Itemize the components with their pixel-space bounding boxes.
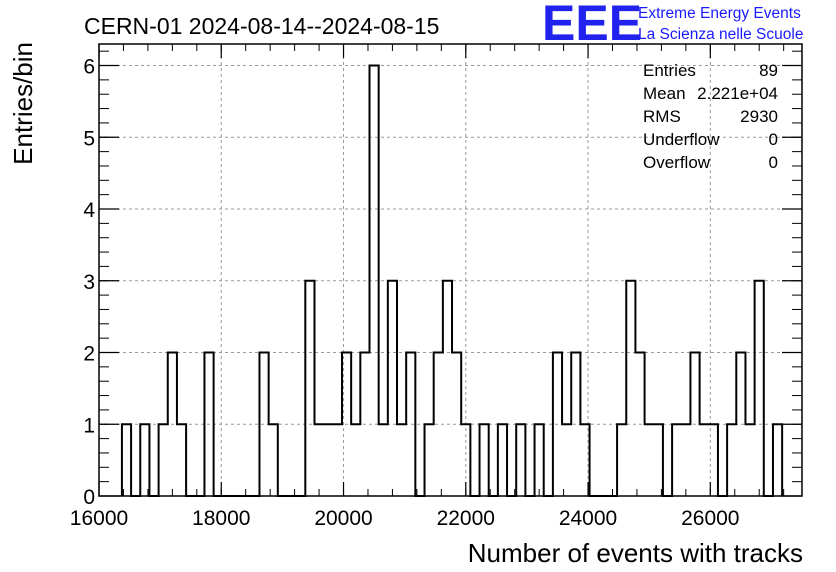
y-tick-label: 5 [83,127,95,150]
chart-title: CERN-01 2024-08-14--2024-08-15 [84,13,439,39]
y-tick-label: 2 [83,343,95,366]
x-tick-label: 18000 [192,507,250,530]
x-axis-title: Number of events with tracks [468,538,803,568]
eee-logo-mark: EEE [542,0,642,51]
stats-mean-label: Mean [643,84,686,103]
x-tick-label: 22000 [437,507,495,530]
plot-frame [98,43,803,497]
x-tick-label: 26000 [681,507,739,530]
stats-rms-value: 2930 [740,107,778,126]
y-axis-title: Entries/bin [8,42,38,165]
x-tick-label: 16000 [70,507,128,530]
eee-logo-line2: La Scienza nelle Scuole [638,26,803,43]
stats-entries-value: 89 [759,61,778,80]
stats-underflow-value: 0 [769,130,778,149]
y-axis-ticks: 0 1 2 3 4 5 6 [83,50,802,509]
stats-box: Entries 89 Mean 2.221e+04 RMS 2930 Under… [643,61,778,172]
x-tick-label: 20000 [314,507,372,530]
stats-underflow-label: Underflow [643,130,720,149]
stats-overflow-value: 0 [769,153,778,172]
y-tick-label: 4 [83,199,95,222]
stats-rms-label: RMS [643,107,681,126]
y-tick-label: 6 [83,56,95,79]
y-tick-label: 0 [83,486,95,509]
eee-logo: EEE Extreme Energy Events La Scienza nel… [542,0,803,51]
stats-mean-value: 2.221e+04 [697,84,778,103]
y-tick-label: 1 [83,414,95,437]
eee-logo-line1: Extreme Energy Events [638,5,801,22]
x-tick-label: 24000 [559,507,617,530]
stats-overflow-label: Overflow [643,153,711,172]
x-axis-ticks: 16000 18000 20000 22000 24000 26000 [70,44,785,530]
stats-entries-label: Entries [643,61,696,80]
y-tick-label: 3 [83,271,95,294]
